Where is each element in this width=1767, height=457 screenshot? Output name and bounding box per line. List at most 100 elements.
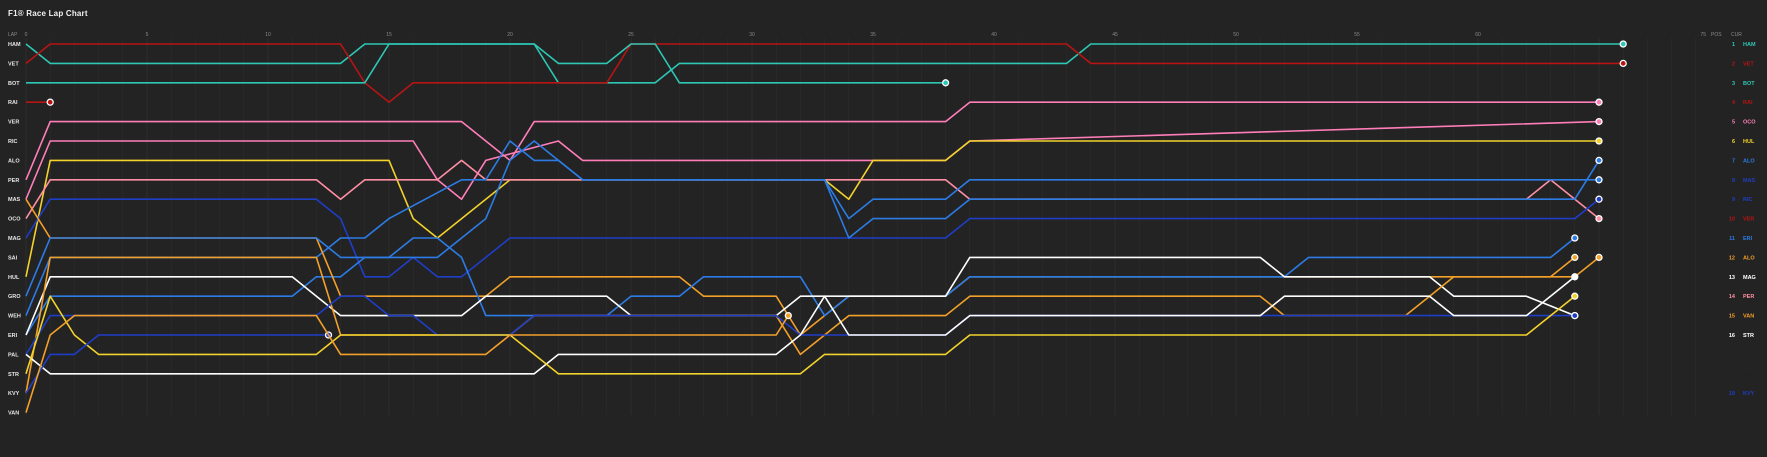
final-pos-code: HAM	[1743, 42, 1756, 48]
lap-tick-label: 50	[1233, 32, 1239, 38]
final-pos-code: STR	[1743, 333, 1754, 339]
final-pos-code: ERI	[1743, 236, 1753, 242]
final-pos-number: 20	[1729, 411, 1735, 417]
series-end-marker	[1571, 311, 1579, 320]
final-pos-number: 3	[1732, 81, 1735, 87]
final-pos-code: RAI	[1743, 100, 1753, 106]
lap-tick-label: 5	[146, 32, 149, 38]
series-end-marker	[46, 98, 54, 106]
start-label-oco: OCO	[8, 217, 21, 223]
final-pos-number: 10	[1729, 217, 1735, 223]
start-label-rai: RAI	[8, 100, 18, 106]
final-pos-code: GRO	[1743, 352, 1756, 358]
series-end-marker	[784, 311, 792, 320]
series-line-sai	[25, 140, 1599, 316]
lap-tick-label: 25	[628, 32, 634, 38]
lap-tick-label: 45	[1112, 32, 1118, 38]
series-line-alo	[25, 140, 1599, 277]
final-pos-code: MAS	[1743, 178, 1756, 184]
start-label-alo: ALO	[8, 158, 20, 164]
final-pos-number: 1	[1732, 42, 1735, 48]
start-label-van: VAN	[8, 411, 19, 417]
end-lap-label: 75	[1700, 32, 1706, 38]
final-pos-code: OCO	[1743, 120, 1756, 126]
series-end-marker	[1595, 195, 1603, 203]
start-label-kvy: KVY	[8, 391, 20, 397]
final-pos-code: KVY	[1743, 391, 1755, 397]
series-end-marker	[941, 79, 950, 87]
series-line-bot	[26, 43, 946, 84]
series-end-marker	[1595, 137, 1603, 145]
series-end-marker	[1571, 234, 1579, 242]
final-pos-number: 4	[1732, 100, 1736, 106]
final-pos-number: 15	[1729, 314, 1735, 320]
final-pos-number: 2	[1732, 61, 1735, 67]
final-pos-code: PER	[1743, 294, 1754, 300]
start-label-sai: SAI	[8, 255, 18, 261]
final-pos-number: 12	[1729, 255, 1735, 261]
series-end-marker	[1595, 117, 1603, 126]
final-pos-number: 14	[1729, 294, 1736, 300]
start-label-str: STR	[8, 372, 19, 378]
final-pos-number: 19	[1729, 391, 1735, 397]
series-end-marker	[1619, 40, 1627, 48]
final-pos-number: 6	[1732, 139, 1735, 145]
series-line-oco	[25, 159, 1600, 220]
chart-title: F1® Race Lap Chart	[8, 9, 88, 18]
series-end-marker	[1571, 253, 1579, 262]
series-end-marker	[1619, 59, 1627, 68]
cur-header: CUR	[1731, 32, 1742, 38]
lap-tick-label: 10	[265, 32, 271, 38]
start-label-pal: PAL	[8, 352, 19, 358]
series-end-marker	[1571, 292, 1579, 300]
series-line-van	[25, 314, 789, 413]
series-line-mas	[25, 198, 1600, 278]
lap-tick-label: 15	[386, 32, 392, 38]
start-label-weh: WEH	[8, 314, 21, 320]
start-label-mag: MAG	[8, 236, 21, 242]
series-line-per	[25, 140, 1600, 336]
lap-tick-label: 30	[749, 32, 755, 38]
final-pos-number: 16	[1729, 333, 1735, 339]
final-pos-code: VAN	[1743, 314, 1754, 320]
final-pos-code: ALO	[1743, 158, 1755, 164]
final-pos-number: 13	[1729, 275, 1735, 281]
series-line-mag	[25, 237, 1576, 317]
start-label-mas: MAS	[8, 197, 21, 203]
series-layer	[25, 40, 1627, 413]
lap-tick-label: 55	[1354, 32, 1360, 38]
final-pos-code: WEH	[1743, 411, 1756, 417]
series-line-kvy	[25, 334, 329, 394]
final-pos-number: 17	[1729, 352, 1735, 358]
start-label-hul: HUL	[8, 275, 20, 281]
lap-axis-title: LAP	[8, 32, 18, 38]
final-pos-code: ALO	[1743, 255, 1755, 261]
label-layer: HAM VET BOT RAI VER RIC ALO PER MAS OCO MAG SAI HUL G…	[8, 42, 1756, 417]
final-pos-number: 5	[1732, 120, 1735, 126]
start-label-bot: BOT	[8, 81, 20, 87]
start-label-ric: RIC	[8, 139, 18, 145]
final-pos-number: 8	[1732, 178, 1735, 184]
series-end-marker	[1595, 156, 1603, 165]
lap-tick-label: 0	[25, 32, 28, 38]
series-end-marker	[1595, 176, 1603, 184]
series-end-marker	[1595, 214, 1603, 223]
final-pos-number: 9	[1732, 197, 1735, 203]
final-pos-code: PAL	[1743, 372, 1754, 378]
lap-tick-label: 60	[1475, 32, 1481, 38]
final-pos-number: 7	[1732, 158, 1735, 164]
lap-tick-label: 20	[507, 32, 513, 38]
pos-header: POS	[1711, 32, 1722, 38]
start-label-eri: ERI	[8, 333, 18, 339]
series-line-vet	[25, 43, 1624, 103]
start-label-ver: VER	[8, 120, 19, 126]
final-pos-code: VET	[1743, 61, 1754, 67]
lap-axis: LAP 0 5 10 15 20 25 30 35 40 45 50 55 60 75 POS CUR	[8, 32, 1742, 38]
start-label-per: PER	[8, 178, 19, 184]
start-label-vet: VET	[8, 61, 19, 67]
series-line-pal	[25, 295, 1576, 375]
start-label-gro: GRO	[8, 294, 21, 300]
series-end-marker	[1595, 98, 1603, 106]
grid-layer	[25, 38, 1697, 415]
